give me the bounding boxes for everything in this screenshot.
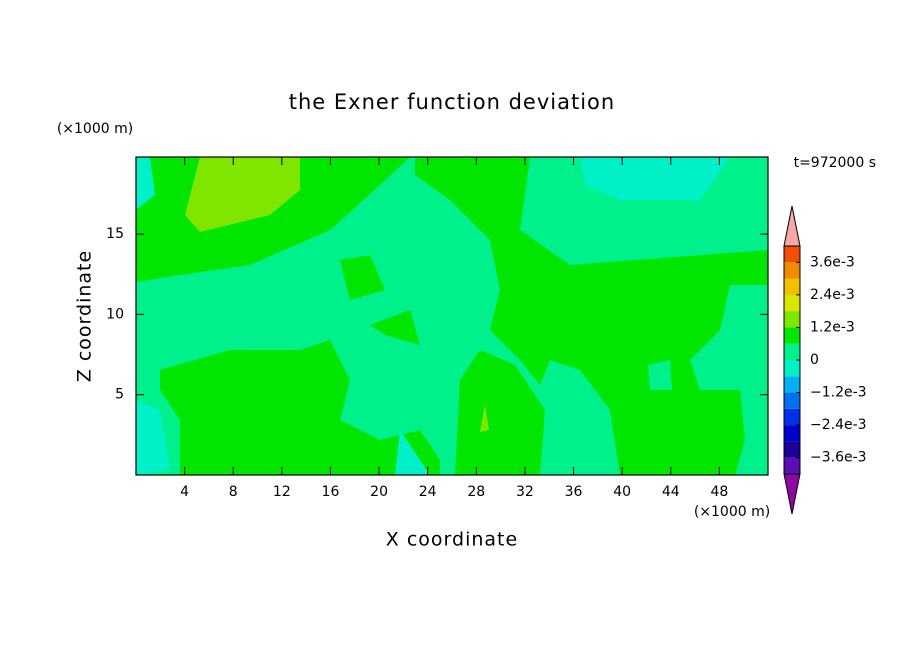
- region: [136, 400, 170, 475]
- colorbar-band: [784, 294, 800, 312]
- colorbar-extend-high: [783, 205, 801, 247]
- colorbar-extend-low: [783, 473, 801, 515]
- colorbar-band: [784, 408, 800, 426]
- x-tick-label: 16: [322, 484, 340, 500]
- x-tick-label: 28: [467, 484, 485, 500]
- x-unit: (×1000 m): [694, 504, 770, 520]
- colorbar-band: [784, 457, 800, 474]
- region: [136, 157, 155, 210]
- region: [160, 340, 440, 475]
- region: [415, 157, 768, 475]
- region: [340, 255, 385, 300]
- y-axis-label: Z coordinate: [74, 250, 96, 382]
- colorbar-tick-label: −2.4e-3: [810, 417, 867, 433]
- chart-title: the Exner function deviation: [289, 90, 615, 114]
- x-axis-label: X coordinate: [386, 529, 518, 551]
- colorbar-band: [784, 425, 800, 442]
- x-tick-label: 44: [662, 484, 680, 500]
- colorbar-band: [784, 376, 800, 393]
- colorbar-band: [784, 311, 800, 328]
- x-tick-label: 48: [710, 484, 728, 500]
- region: [580, 157, 730, 200]
- colorbar-band: [784, 278, 800, 295]
- region: [395, 430, 430, 475]
- x-tick-label: 24: [419, 484, 437, 500]
- y-unit: (×1000 m): [57, 121, 133, 137]
- colorbar-tick-label: 1.2e-3: [810, 319, 855, 335]
- colorbar-band: [784, 441, 800, 458]
- colorbar-band: [784, 343, 800, 360]
- y-tick-label: 5: [115, 387, 124, 403]
- region: [648, 360, 672, 390]
- colorbar-band: [784, 327, 800, 344]
- colorbar-tick-label: 3.6e-3: [810, 254, 855, 270]
- region: [480, 405, 489, 432]
- region: [455, 350, 545, 475]
- colorbar-tick-label: 0: [810, 352, 819, 368]
- colorbar-band: [784, 360, 800, 377]
- colorbar-tick-label: −1.2e-3: [810, 385, 867, 401]
- time-label: t=972000 s: [794, 155, 876, 171]
- x-tick-label: 12: [273, 484, 291, 500]
- x-tick-label: 36: [565, 484, 583, 500]
- x-tick-label: 4: [180, 484, 189, 500]
- region: [185, 157, 300, 232]
- colorbar-band: [784, 262, 800, 279]
- y-tick-label: 15: [106, 226, 124, 242]
- colorbar-tick-label: −3.6e-3: [810, 450, 867, 466]
- plot-frame: [135, 156, 769, 476]
- colorbar-band: [784, 246, 800, 263]
- region: [370, 310, 420, 345]
- colorbar-band: [784, 392, 800, 409]
- colorbar-tick-label: 2.4e-3: [810, 287, 855, 303]
- x-tick-label: 8: [229, 484, 238, 500]
- x-tick-label: 32: [516, 484, 534, 500]
- x-tick-label: 20: [370, 484, 388, 500]
- y-tick-label: 10: [106, 306, 124, 322]
- field: [136, 157, 768, 475]
- x-tick-label: 40: [613, 484, 631, 500]
